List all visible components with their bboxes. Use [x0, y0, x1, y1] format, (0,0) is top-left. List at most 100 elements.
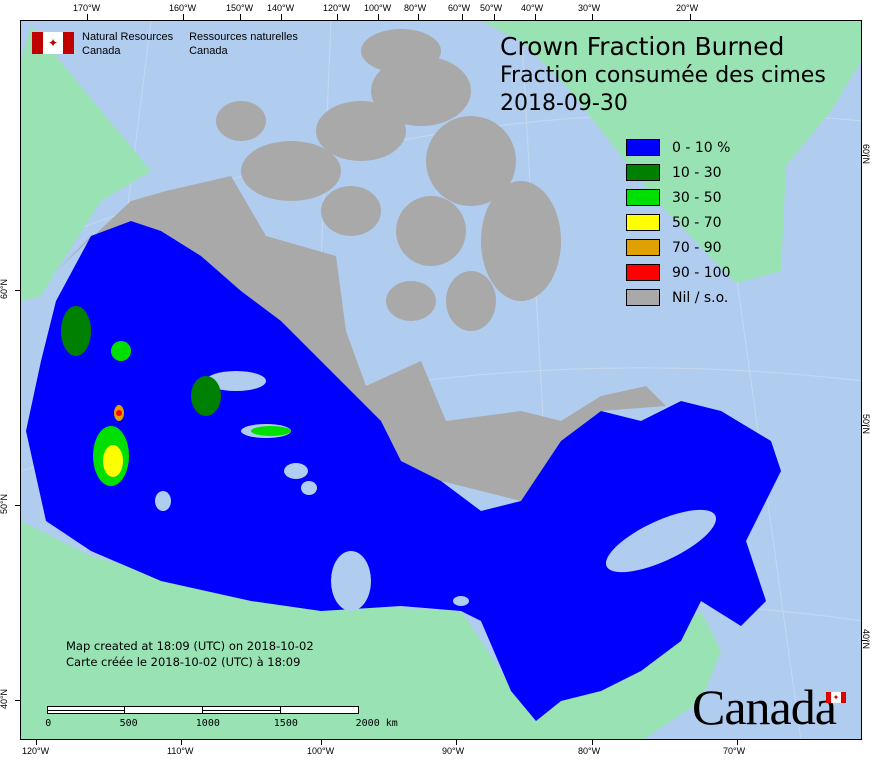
agency-en-line2: Canada	[82, 45, 121, 57]
axis-tick-label: 140°W	[267, 3, 295, 13]
map-credit: Map created at 18:09 (UTC) on 2018-10-02…	[66, 638, 314, 670]
map-date: 2018-09-30	[500, 91, 628, 116]
greenland-land	[481, 21, 861, 283]
legend-item: 30 - 50	[626, 185, 731, 210]
legend-label: 30 - 50	[672, 189, 722, 206]
axis-tick-label: 100°W	[364, 3, 392, 13]
agency-fr-line1: Ressources naturelles	[189, 31, 298, 43]
scale-label: 2000 km	[355, 718, 398, 729]
map-canvas	[21, 21, 861, 739]
axis-tick-mark	[36, 740, 37, 745]
axis-tick-mark	[862, 425, 867, 426]
scale-segment	[124, 706, 203, 714]
axis-tick-mark	[862, 640, 867, 641]
scale-label: 0	[45, 718, 52, 729]
legend-label: 50 - 70	[672, 214, 722, 231]
axis-tick-mark	[535, 14, 536, 20]
agency-en-line1: Natural Resources	[82, 31, 174, 43]
axis-tick-label: 50°W	[480, 3, 503, 13]
axis-tick-mark	[592, 740, 593, 745]
axis-tick-mark	[181, 740, 182, 745]
legend-swatch	[626, 189, 660, 206]
axis-tick-label: 100°W	[307, 746, 335, 756]
legend-item: Nil / s.o.	[626, 285, 731, 310]
usa-land	[21, 521, 721, 739]
axis-tick-label: 120°W	[323, 3, 351, 13]
agency-fr-line2: Canada	[189, 45, 228, 57]
axis-tick-label: 150°W	[226, 3, 254, 13]
axis-tick-label: 70°W	[723, 746, 746, 756]
scale-segment	[202, 706, 281, 714]
scale-segment	[47, 706, 125, 714]
scale-label: 1500	[273, 718, 298, 729]
burned-area-low	[26, 221, 781, 721]
axis-tick-mark	[418, 14, 419, 20]
legend-swatch	[626, 164, 660, 181]
axis-tick-mark	[281, 14, 282, 20]
axis-tick-label: 160°W	[169, 3, 197, 13]
legend-item: 0 - 10 %	[626, 135, 731, 160]
axis-tick-mark	[15, 290, 20, 291]
axis-tick-mark	[690, 14, 691, 20]
axis-tick-label: 110°W	[167, 746, 194, 756]
axis-tick-label: 40°W	[521, 3, 544, 13]
axis-tick-label: 30°W	[578, 3, 601, 13]
axis-tick-label: 60°N	[861, 143, 872, 165]
axis-tick-mark	[737, 740, 738, 745]
axis-tick-mark	[592, 14, 593, 20]
legend-swatch	[626, 139, 660, 156]
map-title: Crown Fraction Burned Fraction consumée …	[500, 32, 826, 118]
axis-tick-label: 50°N	[861, 413, 872, 435]
map-frame	[20, 20, 862, 740]
title-en: Crown Fraction Burned	[500, 32, 785, 61]
axis-tick-label: 60°N	[0, 278, 10, 300]
scale-segment	[280, 706, 359, 714]
axis-tick-label: 80°W	[578, 746, 601, 756]
legend-item: 90 - 100	[626, 260, 731, 285]
axis-tick-mark	[862, 155, 867, 156]
legend-label: 70 - 90	[672, 239, 722, 256]
axis-tick-mark	[456, 740, 457, 745]
burn-hotspots	[61, 306, 291, 486]
legend-item: 70 - 90	[626, 235, 731, 260]
legend-item: 50 - 70	[626, 210, 731, 235]
scale-label: 500	[119, 718, 138, 729]
legend-item: 10 - 30	[626, 160, 731, 185]
axis-tick-mark	[240, 14, 241, 20]
axis-tick-mark	[87, 14, 88, 20]
legend-swatch	[626, 239, 660, 256]
axis-tick-label: 120°W	[22, 746, 50, 756]
canada-flag-icon: ✦	[32, 32, 74, 54]
wordmark-flag-icon: ✦	[826, 692, 846, 703]
legend-swatch	[626, 214, 660, 231]
axis-tick-mark	[15, 700, 20, 701]
axis-tick-mark	[337, 14, 338, 20]
credit-en: Map created at 18:09 (UTC) on 2018-10-02	[66, 639, 314, 653]
axis-tick-label: 90°W	[442, 746, 465, 756]
axis-tick-label: 60°W	[448, 3, 471, 13]
scale-label: 1000	[195, 718, 220, 729]
axis-tick-label: 80°W	[404, 3, 427, 13]
axis-tick-mark	[183, 14, 184, 20]
legend-label: 90 - 100	[672, 264, 731, 281]
axis-tick-mark	[15, 505, 20, 506]
axis-tick-mark	[378, 14, 379, 20]
legend-swatch	[626, 264, 660, 281]
axis-tick-mark	[462, 14, 463, 20]
legend-label: 10 - 30	[672, 164, 722, 181]
axis-tick-mark	[321, 740, 322, 745]
alaska-land	[21, 26, 151, 301]
arctic-islands	[216, 29, 561, 331]
nil-mainland	[56, 176, 666, 501]
axis-tick-label: 20°W	[676, 3, 699, 13]
nrcan-signature: ✦ Natural Resources Canada Ressources nat…	[32, 30, 298, 58]
canada-wordmark: Canada	[692, 679, 837, 735]
legend-label: 0 - 10 %	[672, 139, 731, 156]
axis-tick-label: 40°N	[0, 688, 10, 710]
legend: 0 - 10 % 10 - 30 30 - 50 50 - 70 70 - 90 90 -…	[626, 135, 731, 310]
legend-label: Nil / s.o.	[672, 289, 729, 306]
legend-swatch	[626, 289, 660, 306]
axis-tick-label: 170°W	[73, 3, 101, 13]
axis-tick-mark	[494, 14, 495, 20]
